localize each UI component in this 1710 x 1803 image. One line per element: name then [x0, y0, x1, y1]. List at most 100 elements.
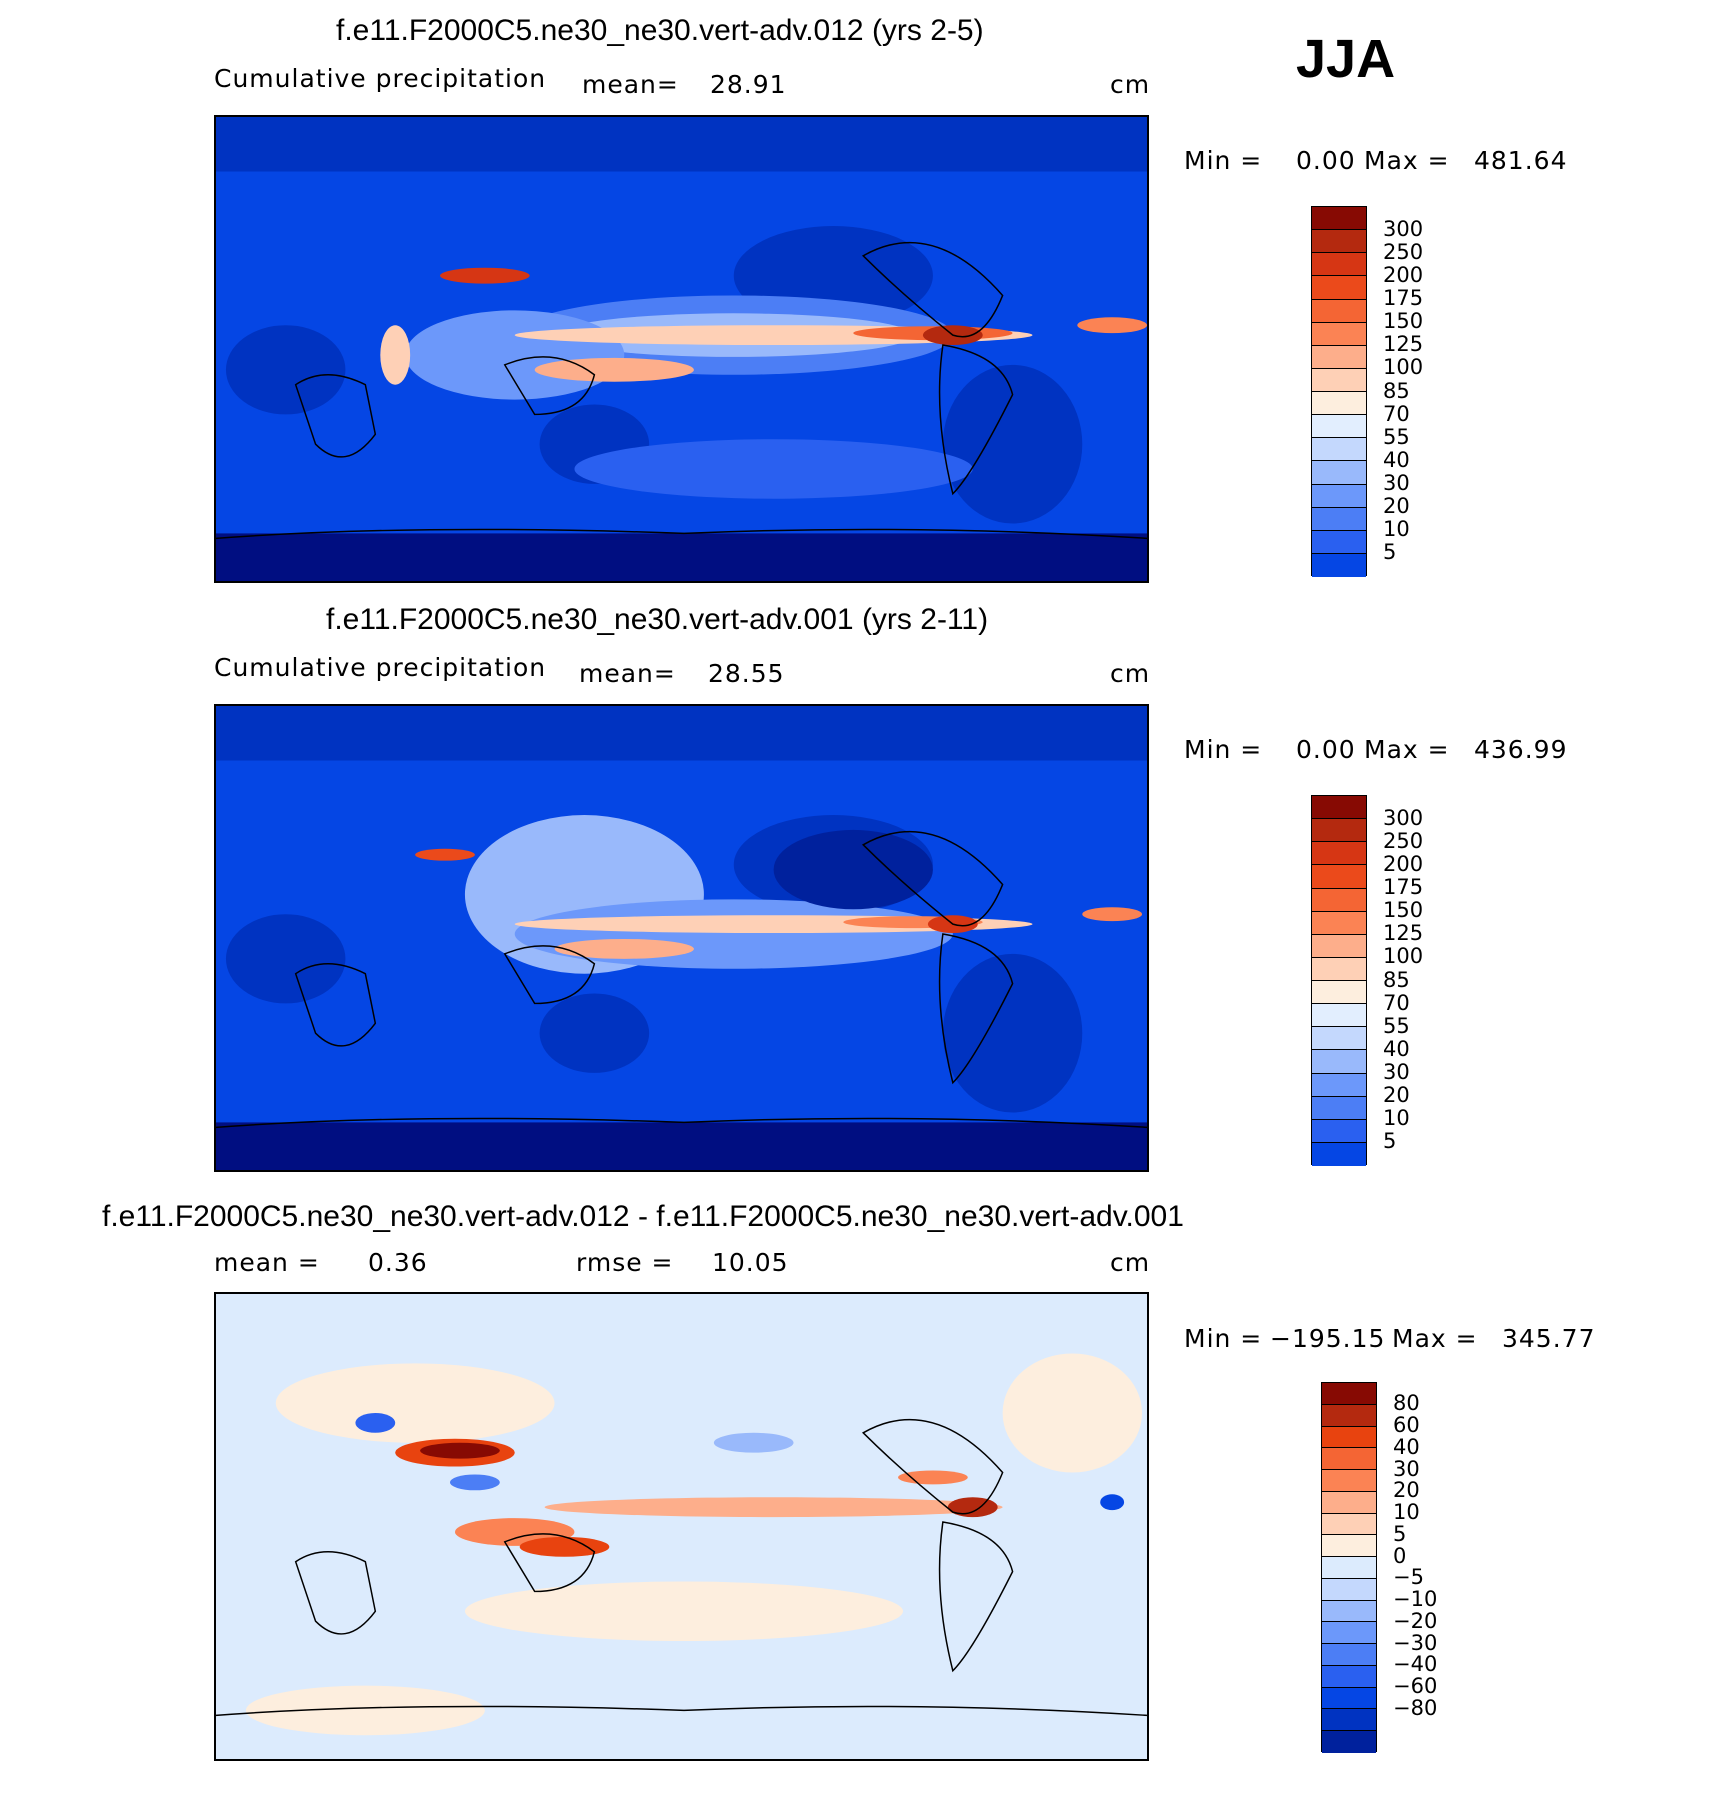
colorbar-tick-label: 125	[1383, 921, 1424, 946]
colorbar-tick-label: −60	[1393, 1674, 1438, 1699]
colorbar-swatch	[1322, 1622, 1376, 1644]
colorbar-tick-label: 40	[1383, 1036, 1410, 1061]
colorbar-tick-label: 55	[1383, 1013, 1410, 1038]
colorbar-tick-label: 150	[1383, 309, 1424, 334]
panel2-colorbar	[1311, 795, 1367, 1166]
colorbar-tick-label: 250	[1383, 239, 1424, 264]
colorbar-tick-label: 5	[1393, 1521, 1407, 1546]
colorbar-tick-label: 85	[1383, 967, 1410, 992]
colorbar-tick-label: 20	[1383, 494, 1410, 519]
colorbar-swatch	[1312, 1119, 1366, 1143]
colorbar-swatch	[1312, 934, 1366, 958]
colorbar-tick-label: 80	[1393, 1391, 1420, 1416]
colorbar-swatch	[1322, 1513, 1376, 1536]
panel3-mean-value: 0.36	[368, 1248, 428, 1277]
colorbar-tick-label: 10	[1393, 1500, 1420, 1525]
panel1-colorbar-ticks: 300 250 200 175 150 125 100 85 70 55 40 30 20 10 5	[1383, 206, 1463, 576]
panel1-colorbar	[1311, 206, 1367, 577]
colorbar-swatch	[1312, 1142, 1366, 1166]
colorbar-swatch	[1322, 1557, 1376, 1579]
panel3-colorbar-ticks: 80 60 40 30 20 10 5 0 −5 −10 −20 −30 −40 −60 −80	[1393, 1382, 1483, 1752]
colorbar-tick-label: 300	[1383, 805, 1424, 830]
colorbar-tick-label: 5	[1383, 540, 1397, 565]
panel1-map	[214, 115, 1149, 583]
colorbar-swatch	[1312, 392, 1366, 416]
panel1-min-label: Min =	[1184, 146, 1263, 175]
colorbar-tick-label: 150	[1383, 898, 1424, 923]
panel2-map	[214, 704, 1149, 1172]
colorbar-swatch	[1312, 957, 1366, 981]
colorbar-tick-label: 175	[1383, 286, 1424, 310]
panel1-mean-value: 28.91	[710, 70, 787, 99]
colorbar-swatch	[1322, 1600, 1376, 1623]
colorbar-swatch	[1312, 530, 1366, 554]
colorbar-swatch	[1312, 345, 1366, 369]
colorbar-tick-label: −30	[1393, 1630, 1438, 1655]
colorbar-swatch	[1312, 507, 1366, 531]
colorbar-tick-label: 30	[1393, 1456, 1420, 1481]
panel2-min-label: Min =	[1184, 735, 1263, 764]
colorbar-tick-label: 10	[1383, 1106, 1410, 1131]
colorbar-swatch	[1322, 1687, 1376, 1710]
panel2-max-label: Max =	[1364, 735, 1450, 764]
colorbar-tick-label: 5	[1383, 1129, 1397, 1154]
colorbar-tick-label: 100	[1383, 355, 1424, 380]
colorbar-tick-label: 70	[1383, 401, 1410, 426]
colorbar-swatch	[1312, 842, 1366, 866]
colorbar-swatch	[1322, 1491, 1376, 1514]
colorbar-tick-label: −20	[1393, 1608, 1438, 1633]
colorbar-tick-label: 100	[1383, 944, 1424, 969]
colorbar-tick-label: 55	[1383, 424, 1410, 449]
colorbar-tick-label: 40	[1393, 1434, 1420, 1459]
panel1-min-value: 0.00	[1296, 146, 1356, 175]
colorbar-swatch	[1312, 368, 1366, 392]
colorbar-tick-label: −10	[1393, 1587, 1438, 1612]
colorbar-tick-label: 10	[1383, 517, 1410, 542]
colorbar-tick-label: −80	[1393, 1695, 1438, 1720]
panel2-max-value: 436.99	[1474, 735, 1568, 764]
colorbar-tick-label: 40	[1383, 447, 1410, 472]
panel2-min-value: 0.00	[1296, 735, 1356, 764]
colorbar-swatch	[1322, 1470, 1376, 1492]
colorbar-tick-label: 125	[1383, 332, 1424, 357]
colorbar-tick-label: −40	[1393, 1652, 1438, 1677]
panel1-units: cm	[1110, 70, 1151, 99]
colorbar-swatch	[1312, 230, 1366, 254]
colorbar-swatch	[1322, 1448, 1376, 1470]
panel3-min-label: Min =	[1184, 1324, 1263, 1353]
colorbar-swatch	[1312, 865, 1366, 889]
colorbar-swatch	[1312, 1073, 1366, 1097]
colorbar-tick-label: 20	[1393, 1478, 1420, 1503]
colorbar-tick-label: 0	[1393, 1543, 1407, 1568]
colorbar-swatch	[1312, 796, 1366, 820]
colorbar-swatch	[1312, 888, 1366, 912]
panel3-colorbar	[1321, 1382, 1377, 1753]
colorbar-tick-label: 300	[1383, 216, 1424, 241]
colorbar-swatch	[1322, 1426, 1376, 1449]
colorbar-swatch	[1322, 1383, 1376, 1405]
colorbar-swatch	[1312, 276, 1366, 300]
panel3-mean-label: mean =	[214, 1248, 320, 1277]
panel3-title: f.e11.F2000C5.ne30_ne30.vert-adv.012 - f…	[102, 1200, 1184, 1233]
colorbar-tick-label: 250	[1383, 828, 1424, 853]
panel2-variable-label: Cumulative precipitation	[214, 653, 547, 682]
colorbar-tick-label: 70	[1383, 990, 1410, 1015]
colorbar-swatch	[1322, 1709, 1376, 1731]
panel3-max-value: 345.77	[1502, 1324, 1596, 1353]
colorbar-swatch	[1322, 1731, 1376, 1753]
panel1-title: f.e11.F2000C5.ne30_ne30.vert-adv.012 (yr…	[336, 14, 984, 47]
colorbar-swatch	[1322, 1578, 1376, 1601]
colorbar-swatch	[1312, 1004, 1366, 1028]
panel1-variable-label: Cumulative precipitation	[214, 64, 547, 93]
panel2-units: cm	[1110, 659, 1151, 688]
colorbar-tick-label: 200	[1383, 262, 1424, 287]
panel3-map	[214, 1292, 1149, 1761]
panel3-min-value: −195.15	[1270, 1324, 1386, 1353]
colorbar-swatch	[1312, 1027, 1366, 1051]
colorbar-swatch	[1312, 819, 1366, 843]
colorbar-tick-label: 200	[1383, 851, 1424, 876]
season-label: JJA	[1296, 29, 1396, 89]
colorbar-tick-label: 60	[1393, 1413, 1420, 1438]
colorbar-tick-label: 20	[1383, 1083, 1410, 1108]
colorbar-swatch	[1312, 438, 1366, 462]
